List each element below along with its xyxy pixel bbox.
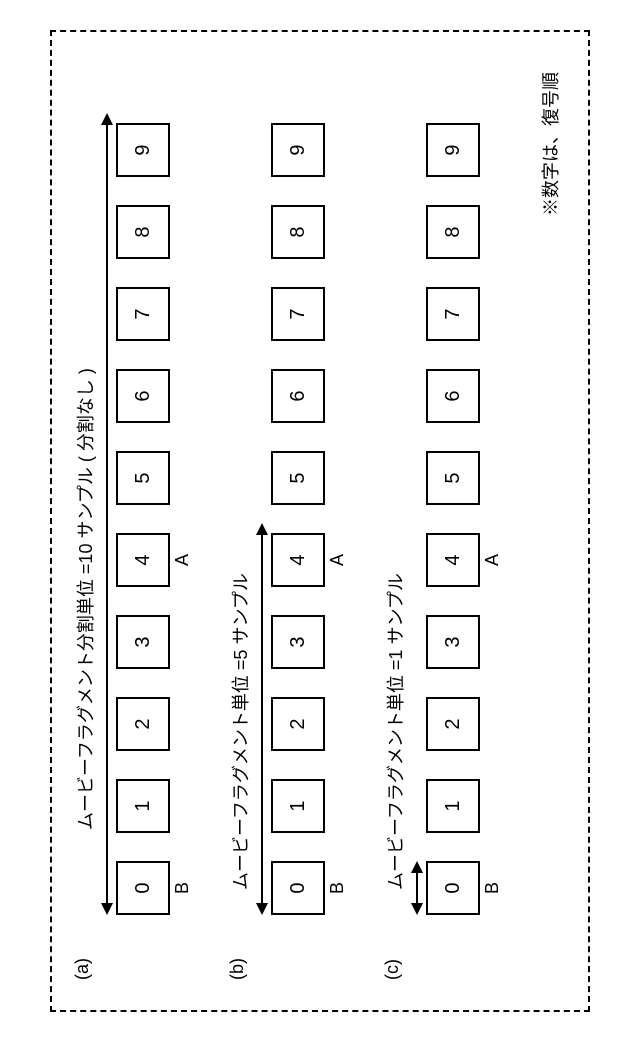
cell: 3 xyxy=(426,615,480,669)
section-c-title: ムービーフラグメント単位 =1 サンプル xyxy=(382,573,408,890)
cell: 5 xyxy=(116,451,170,505)
cell: 0 xyxy=(116,861,170,915)
cell: 0 xyxy=(426,861,480,915)
section-c-label: (c) xyxy=(382,959,403,980)
sublabel: B xyxy=(327,861,348,915)
section-a-title: ムービーフラグメント分割単位 =10 サンプル ( 分割なし ) xyxy=(72,368,98,830)
cell: 2 xyxy=(426,697,480,751)
diagram-frame: (a) ムービーフラグメント分割単位 =10 サンプル ( 分割なし ) 0 1… xyxy=(50,30,590,1012)
cell: 1 xyxy=(116,779,170,833)
cell: 9 xyxy=(426,123,480,177)
cell: 4 xyxy=(271,533,325,587)
cell: 5 xyxy=(271,451,325,505)
cell: 3 xyxy=(271,615,325,669)
section-a-label: (a) xyxy=(72,958,93,980)
arrow-head-right-icon xyxy=(101,113,113,125)
section-a-row: 0 1 2 3 4 5 6 7 8 9 xyxy=(116,123,170,915)
arrow-line xyxy=(106,123,108,905)
cell: 5 xyxy=(426,451,480,505)
sublabel: A xyxy=(172,533,193,587)
sublabel: B xyxy=(172,861,193,915)
sublabel: A xyxy=(327,533,348,587)
footnote: ※数字は、復号順 xyxy=(537,72,563,216)
arrow-line xyxy=(416,871,418,905)
cell: 7 xyxy=(426,287,480,341)
sublabel: B xyxy=(482,861,503,915)
cell: 9 xyxy=(271,123,325,177)
cell: 4 xyxy=(116,533,170,587)
cell: 1 xyxy=(426,779,480,833)
arrow-head-right-icon xyxy=(411,861,423,873)
cell: 4 xyxy=(426,533,480,587)
section-b-title: ムービーフラグメント単位 =5 サンプル xyxy=(227,573,253,890)
cell: 8 xyxy=(271,205,325,259)
cell: 6 xyxy=(426,369,480,423)
section-b-row: 0 1 2 3 4 5 6 7 8 9 xyxy=(271,123,325,915)
cell: 7 xyxy=(271,287,325,341)
cell: 1 xyxy=(271,779,325,833)
cell: 9 xyxy=(116,123,170,177)
cell: 2 xyxy=(271,697,325,751)
sublabel: A xyxy=(482,533,503,587)
cell: 6 xyxy=(116,369,170,423)
arrow-head-right-icon xyxy=(256,523,268,535)
cell: 6 xyxy=(271,369,325,423)
cell: 8 xyxy=(116,205,170,259)
cell: 0 xyxy=(271,861,325,915)
section-b-label: (b) xyxy=(227,958,248,980)
arrow-line xyxy=(261,533,263,905)
cell: 8 xyxy=(426,205,480,259)
cell: 2 xyxy=(116,697,170,751)
section-c-row: 0 1 2 3 4 5 6 7 8 9 xyxy=(426,123,480,915)
cell: 3 xyxy=(116,615,170,669)
cell: 7 xyxy=(116,287,170,341)
